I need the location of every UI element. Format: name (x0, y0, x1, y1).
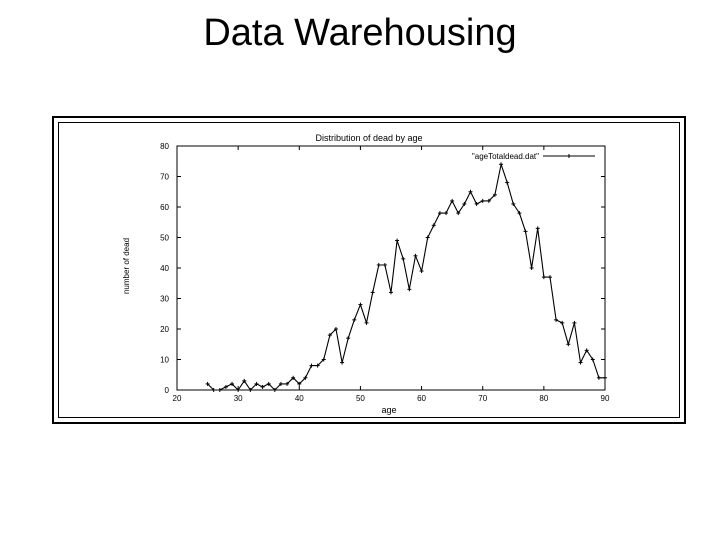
data-point (541, 275, 546, 280)
x-tick-label: 20 (173, 394, 182, 403)
slide-title: Data Warehousing (203, 12, 517, 54)
data-point (266, 381, 271, 386)
data-point (211, 388, 216, 392)
data-point (468, 189, 473, 194)
y-tick-label: 80 (160, 142, 169, 151)
data-point (291, 375, 296, 380)
data-point (376, 262, 381, 267)
data-point (535, 226, 540, 231)
data-point (437, 211, 442, 216)
legend: "ageTotaldead.dat" (472, 152, 595, 161)
x-tick-label: 70 (478, 394, 487, 403)
data-point (596, 375, 601, 380)
data-point (223, 384, 228, 389)
data-point (217, 388, 222, 392)
data-point (517, 211, 522, 216)
data-point (321, 357, 326, 362)
data-point (419, 269, 424, 274)
data-point (529, 266, 534, 270)
y-tick-label: 10 (160, 356, 169, 365)
axis-ticks: 20 30 40 50 60 70 80 90 0 10 20 30 40 50 60 70 80 (160, 142, 610, 403)
line-chart: Distribution of dead by age age number o… (122, 133, 610, 415)
data-point (578, 360, 583, 365)
y-tick-label: 60 (160, 203, 169, 212)
data-point (566, 342, 571, 347)
data-point (315, 363, 320, 368)
data-point (382, 262, 387, 267)
data-point (248, 388, 253, 392)
data-point (523, 229, 528, 234)
data-point (572, 320, 577, 325)
x-tick-label: 90 (601, 394, 610, 403)
data-point (492, 192, 497, 197)
chart-frame: Distribution of dead by age age number o… (52, 116, 686, 424)
data-point (499, 162, 504, 167)
data-point (346, 336, 351, 341)
data-point (560, 320, 565, 325)
x-tick-label: 50 (356, 394, 365, 403)
data-point (352, 317, 357, 322)
data-point (413, 253, 418, 258)
y-tick-label: 20 (160, 325, 169, 334)
y-tick-label: 50 (160, 234, 169, 243)
data-point (480, 198, 485, 203)
y-axis-label: number of dead (122, 238, 131, 294)
y-tick-label: 40 (160, 264, 169, 273)
series-line (207, 163, 605, 391)
data-point (425, 235, 430, 240)
data-point (242, 378, 247, 383)
data-point (278, 381, 283, 386)
data-point (260, 384, 265, 389)
x-axis-label: age (381, 405, 396, 415)
data-point (547, 275, 552, 280)
data-point (474, 201, 479, 206)
data-point (511, 201, 516, 206)
data-point (554, 317, 559, 322)
data-point (333, 327, 338, 331)
data-point (431, 223, 436, 228)
data-point (505, 180, 510, 185)
data-point (590, 357, 595, 362)
y-tick-label: 30 (160, 295, 169, 304)
data-point (456, 211, 461, 216)
data-point (340, 360, 345, 365)
data-point (407, 287, 412, 292)
x-tick-label: 80 (539, 394, 548, 403)
data-point (285, 381, 290, 386)
x-tick-label: 60 (417, 394, 426, 403)
data-point (486, 198, 491, 203)
data-point (395, 238, 400, 243)
data-point (272, 388, 277, 392)
legend-label: "ageTotaldead.dat" (472, 152, 539, 161)
data-point (389, 290, 393, 295)
data-point (603, 375, 607, 380)
data-point (205, 381, 210, 386)
y-tick-label: 0 (165, 386, 170, 395)
data-point (401, 256, 406, 261)
chart-title: Distribution of dead by age (315, 133, 422, 143)
data-point (254, 381, 259, 386)
data-point (444, 211, 449, 216)
data-point (370, 290, 375, 295)
data-point (462, 201, 467, 206)
x-tick-label: 30 (234, 394, 243, 403)
data-point (327, 333, 332, 338)
data-point (450, 198, 455, 203)
data-point (309, 363, 314, 368)
x-tick-label: 40 (295, 394, 304, 403)
chart-frame-inner: Distribution of dead by age age number o… (58, 122, 680, 418)
data-point (584, 348, 589, 353)
data-point (303, 375, 308, 380)
data-point (297, 381, 302, 386)
data-point (358, 302, 363, 307)
series-layer (205, 162, 607, 392)
data-point (364, 320, 369, 325)
data-point (230, 381, 235, 386)
y-tick-label: 70 (160, 173, 169, 182)
plot-area (176, 145, 606, 391)
data-point (236, 388, 241, 392)
